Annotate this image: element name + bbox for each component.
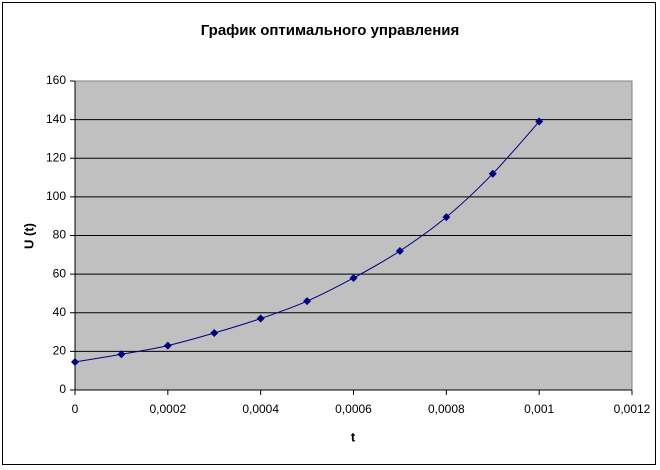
data-point bbox=[303, 297, 312, 306]
data-point bbox=[117, 350, 126, 359]
y-tick-label: 20 bbox=[53, 344, 67, 358]
x-tick-label: 0,001 bbox=[524, 402, 554, 416]
x-tick-label: 0 bbox=[72, 402, 79, 416]
data-point bbox=[163, 341, 172, 350]
data-point bbox=[488, 169, 497, 178]
data-point bbox=[71, 357, 79, 366]
y-tick-label: 0 bbox=[59, 382, 66, 396]
data-point bbox=[395, 246, 404, 255]
x-tick-label: 0,0008 bbox=[428, 402, 465, 416]
x-tick-label: 0,0006 bbox=[335, 402, 372, 416]
y-tick-label: 60 bbox=[53, 266, 67, 280]
y-axis-label: U (t) bbox=[21, 223, 36, 249]
y-tick-label: 160 bbox=[46, 73, 66, 87]
chart-title: График оптимального управления bbox=[201, 22, 459, 39]
y-tick-label: 80 bbox=[53, 228, 67, 242]
y-tick-label: 120 bbox=[46, 150, 66, 164]
y-tick-label: 140 bbox=[46, 112, 66, 126]
data-point bbox=[442, 213, 451, 222]
x-tick-label: 0,0002 bbox=[149, 402, 186, 416]
x-tick-label: 0,0004 bbox=[242, 402, 279, 416]
data-point bbox=[210, 329, 219, 338]
x-tick-label: 0,0012 bbox=[614, 402, 651, 416]
data-point bbox=[535, 117, 544, 126]
data-point bbox=[256, 314, 265, 323]
y-tick-label: 100 bbox=[46, 189, 66, 203]
x-axis-label: t bbox=[351, 429, 356, 444]
data-point bbox=[349, 273, 358, 282]
y-tick-label: 40 bbox=[53, 305, 67, 319]
